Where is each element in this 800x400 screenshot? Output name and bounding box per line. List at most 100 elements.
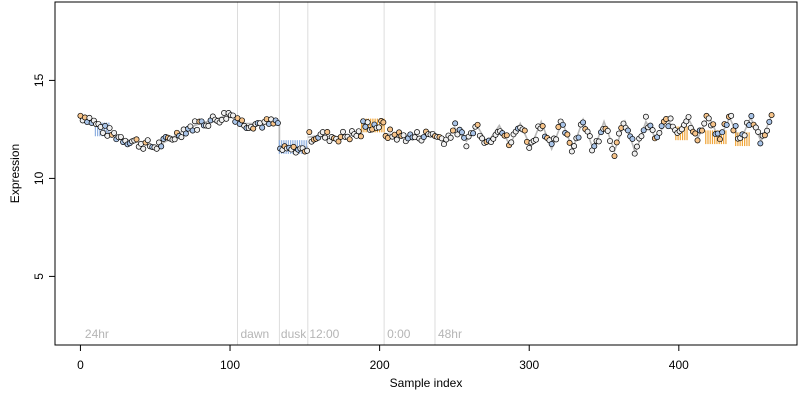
y-axis: 5 10 15 — [32, 73, 56, 280]
data-point — [568, 148, 575, 155]
data-point — [611, 153, 618, 159]
data-point — [380, 119, 387, 126]
time-annotations: 24hr dawn dusk 12:00 0:00 48hr — [85, 327, 462, 341]
data-point — [458, 129, 465, 136]
data-point — [346, 136, 353, 143]
data-point — [580, 119, 587, 126]
data-point — [741, 132, 748, 139]
data-point — [761, 132, 768, 139]
data-point — [764, 127, 771, 134]
data-point — [575, 134, 582, 141]
data-point — [757, 140, 764, 147]
data-point — [324, 129, 331, 135]
data-point — [631, 150, 638, 157]
data-point — [521, 127, 528, 134]
data-point — [470, 130, 477, 137]
y-tick-label: 5 — [32, 273, 46, 280]
time-annotation: dawn — [241, 327, 270, 341]
data-point — [723, 121, 730, 128]
data-point — [566, 139, 573, 146]
data-point — [508, 139, 515, 146]
data-point — [705, 115, 712, 122]
time-annotation: dusk — [281, 327, 307, 341]
plot-frame — [54, 1, 798, 346]
data-point — [205, 122, 212, 129]
x-axis: 0 100 200 300 400 — [77, 344, 689, 372]
data-point — [638, 133, 645, 140]
data-point — [414, 129, 420, 136]
data-point — [99, 129, 106, 136]
data-point — [553, 136, 560, 143]
data-point — [355, 128, 362, 135]
data-point — [586, 133, 593, 140]
data-point — [616, 130, 622, 137]
data-point — [755, 128, 762, 135]
time-annotation: 12:00 — [309, 327, 339, 341]
data-point — [607, 138, 613, 144]
data-point — [420, 134, 427, 140]
data-point — [633, 143, 640, 150]
data-point — [171, 136, 178, 143]
time-dividers — [237, 2, 436, 345]
data-point — [144, 137, 151, 144]
data-point — [571, 143, 578, 150]
data-point — [463, 143, 470, 150]
data-point — [564, 131, 571, 138]
data-point — [640, 127, 647, 134]
data-point — [629, 135, 636, 142]
y-tick-label: 10 — [32, 171, 46, 185]
data-point — [719, 129, 726, 136]
x-tick-label: 200 — [370, 358, 390, 372]
data-point — [667, 115, 674, 122]
data-point — [503, 132, 510, 139]
data-point — [649, 127, 656, 134]
data-point — [447, 134, 454, 141]
data-point — [613, 139, 620, 146]
data-point — [559, 121, 566, 128]
data-point — [656, 129, 663, 136]
time-annotation: 24hr — [85, 327, 109, 341]
data-point — [153, 145, 160, 152]
data-point — [732, 122, 739, 129]
data-point — [239, 117, 245, 124]
x-tick-label: 100 — [220, 358, 240, 372]
x-tick-label: 300 — [519, 358, 539, 372]
data-point — [539, 123, 546, 130]
data-point — [364, 119, 371, 126]
data-point — [595, 138, 602, 145]
data-point — [768, 112, 775, 119]
x-tick-label: 400 — [669, 358, 689, 372]
data-point — [647, 122, 654, 129]
data-point — [766, 118, 773, 125]
data-point — [391, 131, 398, 138]
data-point — [106, 125, 113, 131]
data-point — [548, 141, 555, 147]
data-point — [604, 127, 611, 134]
data-point — [701, 120, 708, 127]
data-point — [625, 127, 631, 134]
data-point — [182, 130, 189, 137]
data-point — [375, 124, 382, 131]
data-point — [194, 126, 201, 133]
data-point — [441, 141, 447, 148]
data-point — [710, 121, 717, 128]
data-point — [526, 145, 533, 151]
data-point — [748, 113, 755, 119]
data-point — [306, 129, 313, 135]
data-point — [393, 136, 400, 143]
data-point — [158, 143, 165, 150]
data-point — [591, 143, 598, 150]
data-point — [140, 145, 147, 152]
data-point — [117, 133, 124, 140]
data-point — [230, 112, 236, 119]
data-point — [728, 112, 735, 119]
data-point — [717, 136, 723, 143]
data-point — [357, 133, 364, 140]
data-point — [259, 124, 266, 131]
data-points — [77, 109, 775, 159]
data-point — [304, 147, 311, 154]
data-point — [111, 129, 118, 136]
data-point — [609, 146, 616, 153]
data-point — [86, 114, 93, 121]
